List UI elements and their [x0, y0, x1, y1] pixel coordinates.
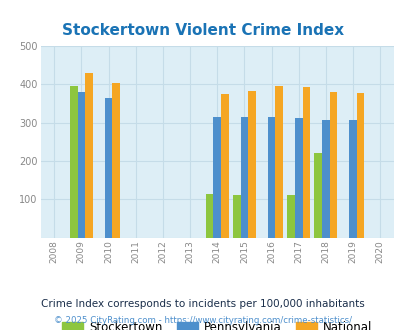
Bar — [104, 98, 112, 238]
Bar — [77, 92, 85, 238]
Bar — [247, 91, 255, 238]
Bar — [205, 194, 213, 238]
Bar — [329, 92, 337, 238]
Legend: Stockertown, Pennsylvania, National: Stockertown, Pennsylvania, National — [57, 316, 376, 330]
Text: © 2025 CityRating.com - https://www.cityrating.com/crime-statistics/: © 2025 CityRating.com - https://www.city… — [54, 316, 351, 325]
Bar — [220, 94, 228, 238]
Bar — [267, 117, 275, 238]
Bar — [275, 85, 282, 238]
Bar — [232, 195, 240, 238]
Text: Stockertown Violent Crime Index: Stockertown Violent Crime Index — [62, 23, 343, 38]
Bar — [70, 85, 77, 238]
Bar — [112, 83, 119, 238]
Bar — [356, 92, 364, 238]
Bar — [314, 153, 321, 238]
Bar — [348, 120, 356, 238]
Bar — [287, 195, 294, 238]
Bar — [321, 120, 329, 238]
Bar — [294, 118, 302, 238]
Text: Crime Index corresponds to incidents per 100,000 inhabitants: Crime Index corresponds to incidents per… — [41, 299, 364, 309]
Bar — [213, 117, 220, 238]
Bar — [302, 87, 309, 238]
Bar — [240, 117, 247, 238]
Bar — [85, 73, 92, 238]
